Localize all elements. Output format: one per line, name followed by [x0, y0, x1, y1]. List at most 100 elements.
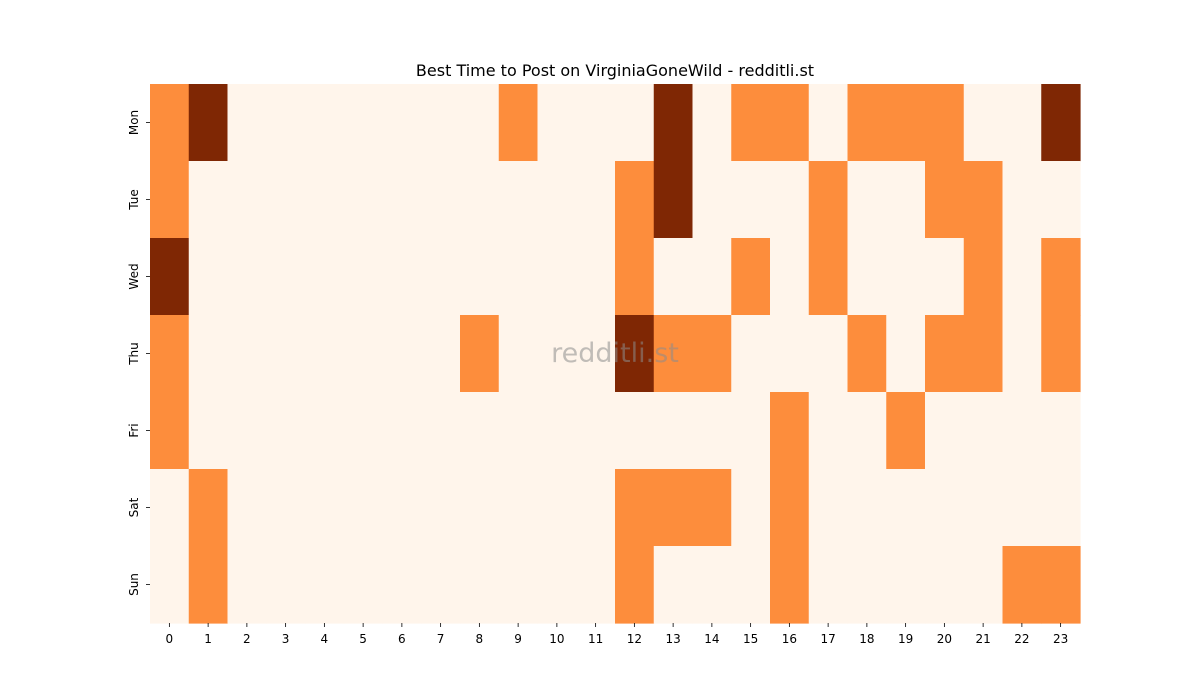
heatmap-cell-mon-16 — [770, 84, 810, 162]
heatmap-cell-sun-2 — [227, 546, 267, 624]
x-tick-label: 4 — [321, 632, 329, 646]
heatmap-cell-sat-6 — [382, 469, 422, 547]
heatmap-cell-mon-14 — [692, 84, 732, 162]
heatmap-cell-sat-22 — [1002, 469, 1042, 547]
heatmap-cell-thu-16 — [770, 315, 810, 393]
heatmap-cell-thu-10 — [537, 315, 577, 393]
x-tick-label: 13 — [665, 632, 680, 646]
heatmap-cell-tue-19 — [886, 161, 926, 239]
heatmap-cell-wed-20 — [925, 238, 965, 316]
heatmap-cell-tue-3 — [266, 161, 306, 239]
heatmap-cell-sun-19 — [886, 546, 926, 624]
heatmap-cell-fri-17 — [808, 392, 849, 470]
heatmap-cell-wed-8 — [460, 238, 500, 316]
heatmap-cell-wed-14 — [692, 238, 732, 316]
heatmap-cell-thu-0 — [150, 315, 190, 393]
heatmap-cell-sun-12 — [615, 546, 655, 624]
heatmap-cell-fri-20 — [925, 392, 965, 470]
heatmap-cell-sun-7 — [421, 546, 461, 624]
heatmap-cell-sat-4 — [305, 469, 345, 547]
heatmap-cell-sun-6 — [382, 546, 422, 624]
heatmap-cell-mon-1 — [188, 84, 229, 162]
heatmap-cell-tue-7 — [421, 161, 461, 239]
heatmap-cell-mon-9 — [498, 84, 539, 162]
heatmap-cell-sun-3 — [266, 546, 306, 624]
heatmap-cell-wed-3 — [266, 238, 306, 316]
heatmap-cell-tue-4 — [305, 161, 345, 239]
heatmap-cell-fri-12 — [615, 392, 655, 470]
heatmap-cell-wed-10 — [537, 238, 577, 316]
x-tick-label: 12 — [627, 632, 642, 646]
heatmap-cell-wed-18 — [847, 238, 887, 316]
heatmap-cell-thu-17 — [808, 315, 849, 393]
heatmap-cell-sun-14 — [692, 546, 732, 624]
heatmap-cell-thu-9 — [498, 315, 539, 393]
x-tick-label: 17 — [820, 632, 835, 646]
watermark-text: redditli.st — [551, 338, 679, 369]
heatmap-cell-mon-21 — [963, 84, 1004, 162]
heatmap-cell-fri-4 — [305, 392, 345, 470]
heatmap-cell-mon-0 — [150, 84, 190, 162]
heatmap-cell-tue-5 — [343, 161, 384, 239]
heatmap-cell-sat-18 — [847, 469, 887, 547]
heatmap-cell-sat-1 — [188, 469, 229, 547]
heatmap-cell-tue-11 — [576, 161, 616, 239]
heatmap-cell-wed-19 — [886, 238, 926, 316]
heatmap-cell-tue-15 — [731, 161, 771, 239]
heatmap-cell-fri-22 — [1002, 392, 1042, 470]
heatmap-cell-mon-3 — [266, 84, 306, 162]
heatmap-cell-tue-12 — [615, 161, 655, 239]
heatmap-cell-thu-23 — [1041, 315, 1081, 393]
x-tick-label: 6 — [398, 632, 406, 646]
heatmap-cell-sun-21 — [963, 546, 1004, 624]
heatmap-cell-fri-3 — [266, 392, 306, 470]
heatmap-cell-wed-0 — [150, 238, 190, 316]
heatmap-cell-mon-17 — [808, 84, 849, 162]
heatmap-cell-mon-19 — [886, 84, 926, 162]
heatmap-cell-tue-18 — [847, 161, 887, 239]
x-tick-label: 15 — [743, 632, 758, 646]
x-tick-label: 22 — [1014, 632, 1029, 646]
heatmap-cell-sat-16 — [770, 469, 810, 547]
heatmap-cell-sat-15 — [731, 469, 771, 547]
heatmap-cell-mon-4 — [305, 84, 345, 162]
heatmap-cell-sat-5 — [343, 469, 384, 547]
x-tick-label: 9 — [514, 632, 522, 646]
heatmap-cell-mon-20 — [925, 84, 965, 162]
y-tick-label: Fri — [127, 423, 141, 437]
heatmap-cell-sat-9 — [498, 469, 539, 547]
heatmap-cell-tue-14 — [692, 161, 732, 239]
heatmap-cell-fri-13 — [653, 392, 694, 470]
heatmap-cell-sat-2 — [227, 469, 267, 547]
heatmap-cell-sat-3 — [266, 469, 306, 547]
heatmap-cell-thu-14 — [692, 315, 732, 393]
heatmap-cell-tue-6 — [382, 161, 422, 239]
x-tick-label: 10 — [549, 632, 564, 646]
heatmap-cell-mon-23 — [1041, 84, 1081, 162]
heatmap-cell-sun-11 — [576, 546, 616, 624]
heatmap-cell-sun-4 — [305, 546, 345, 624]
heatmap-cell-fri-5 — [343, 392, 384, 470]
heatmap-cell-fri-18 — [847, 392, 887, 470]
heatmap-cell-sat-0 — [150, 469, 190, 547]
heatmap-cell-wed-23 — [1041, 238, 1081, 316]
heatmap-cell-wed-2 — [227, 238, 267, 316]
heatmap-cell-wed-9 — [498, 238, 539, 316]
heatmap-cell-sat-23 — [1041, 469, 1081, 547]
heatmap-cell-wed-17 — [808, 238, 849, 316]
heatmap-cell-tue-8 — [460, 161, 500, 239]
heatmap-cell-wed-15 — [731, 238, 771, 316]
y-axis: Mon Tue Wed Thu Fri Sat Sun — [127, 110, 150, 596]
heatmap-cell-fri-0 — [150, 392, 190, 470]
heatmap-cell-mon-11 — [576, 84, 616, 162]
x-tick-label: 8 — [476, 632, 484, 646]
x-tick-label: 14 — [704, 632, 719, 646]
heatmap-cell-thu-3 — [266, 315, 306, 393]
heatmap-cell-fri-15 — [731, 392, 771, 470]
x-tick-label: 5 — [359, 632, 367, 646]
heatmap-cell-tue-22 — [1002, 161, 1042, 239]
x-tick-label: 2 — [243, 632, 251, 646]
heatmap-cell-fri-6 — [382, 392, 422, 470]
chart-title: Best Time to Post on VirginiaGoneWild - … — [416, 61, 814, 80]
